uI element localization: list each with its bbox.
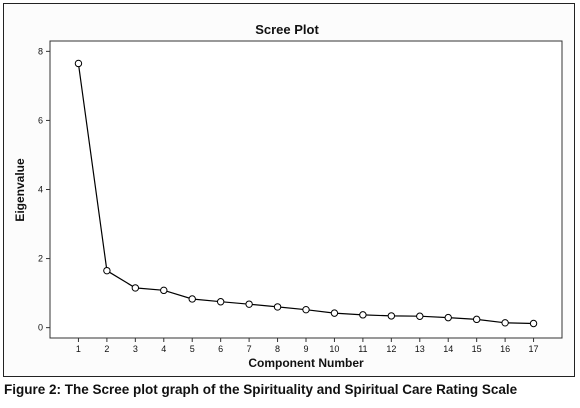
- x-tick-label: 16: [500, 344, 510, 354]
- x-tick-label: 12: [386, 344, 396, 354]
- x-axis: 1 2 3 4 5 6 7 8 9 10 11 12 13 14 15 16 17: [76, 338, 539, 354]
- x-tick-label: 8: [275, 344, 280, 354]
- data-point: [216, 298, 225, 306]
- data-point: [472, 315, 481, 324]
- y-tick-label: 6: [38, 115, 43, 125]
- x-tick-label: 1: [76, 344, 81, 354]
- plot-area: [49, 40, 563, 339]
- x-tick-label: 14: [443, 344, 453, 354]
- data-point: [273, 303, 282, 311]
- y-tick-label: 0: [38, 323, 43, 333]
- figure-caption: Figure 2: The Scree plot graph of the Sp…: [4, 382, 518, 397]
- data-point: [188, 295, 196, 303]
- y-tick-label: 4: [38, 185, 43, 195]
- x-tick-label: 3: [133, 344, 138, 354]
- x-tick-label: 7: [247, 344, 252, 354]
- x-tick-label: 5: [190, 344, 195, 354]
- x-tick-label: 4: [161, 344, 166, 354]
- data-point: [74, 59, 83, 68]
- x-tick-label: 13: [415, 344, 425, 354]
- series-points: [74, 59, 538, 328]
- y-tick-label: 2: [38, 254, 43, 264]
- y-axis-label: Eigenvalue: [13, 158, 27, 222]
- x-tick-label: 17: [529, 344, 539, 354]
- x-tick-label: 2: [104, 344, 109, 354]
- data-point: [330, 309, 339, 317]
- x-tick-label: 10: [329, 344, 339, 354]
- x-tick-label: 11: [358, 344, 367, 354]
- data-point: [131, 284, 140, 292]
- x-axis-label: Component Number: [248, 356, 364, 370]
- x-tick-label: 15: [472, 344, 482, 354]
- data-point: [501, 319, 509, 327]
- data-point: [103, 266, 111, 275]
- x-tick-label: 9: [303, 344, 308, 354]
- y-axis: 0 2 4 6 8: [38, 46, 50, 333]
- x-tick-label: 6: [218, 344, 223, 354]
- data-point: [160, 286, 168, 295]
- data-point: [444, 313, 452, 322]
- data-point: [359, 311, 367, 319]
- data-point: [245, 300, 253, 308]
- data-point: [302, 305, 310, 314]
- data-point: [416, 312, 424, 320]
- y-tick-label: 8: [38, 46, 43, 56]
- data-point: [387, 312, 396, 320]
- chart-title: Scree Plot: [255, 22, 319, 37]
- data-point: [529, 319, 538, 328]
